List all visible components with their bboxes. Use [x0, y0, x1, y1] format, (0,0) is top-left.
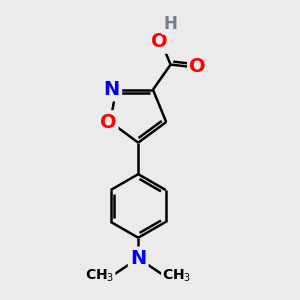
- Text: O: O: [189, 58, 206, 76]
- Text: O: O: [151, 32, 168, 51]
- Text: CH$_3$: CH$_3$: [162, 268, 192, 284]
- Text: CH$_3$: CH$_3$: [85, 268, 114, 284]
- Text: N: N: [130, 249, 146, 268]
- Text: O: O: [100, 112, 116, 131]
- Text: N: N: [103, 80, 120, 99]
- Text: H: H: [163, 15, 177, 33]
